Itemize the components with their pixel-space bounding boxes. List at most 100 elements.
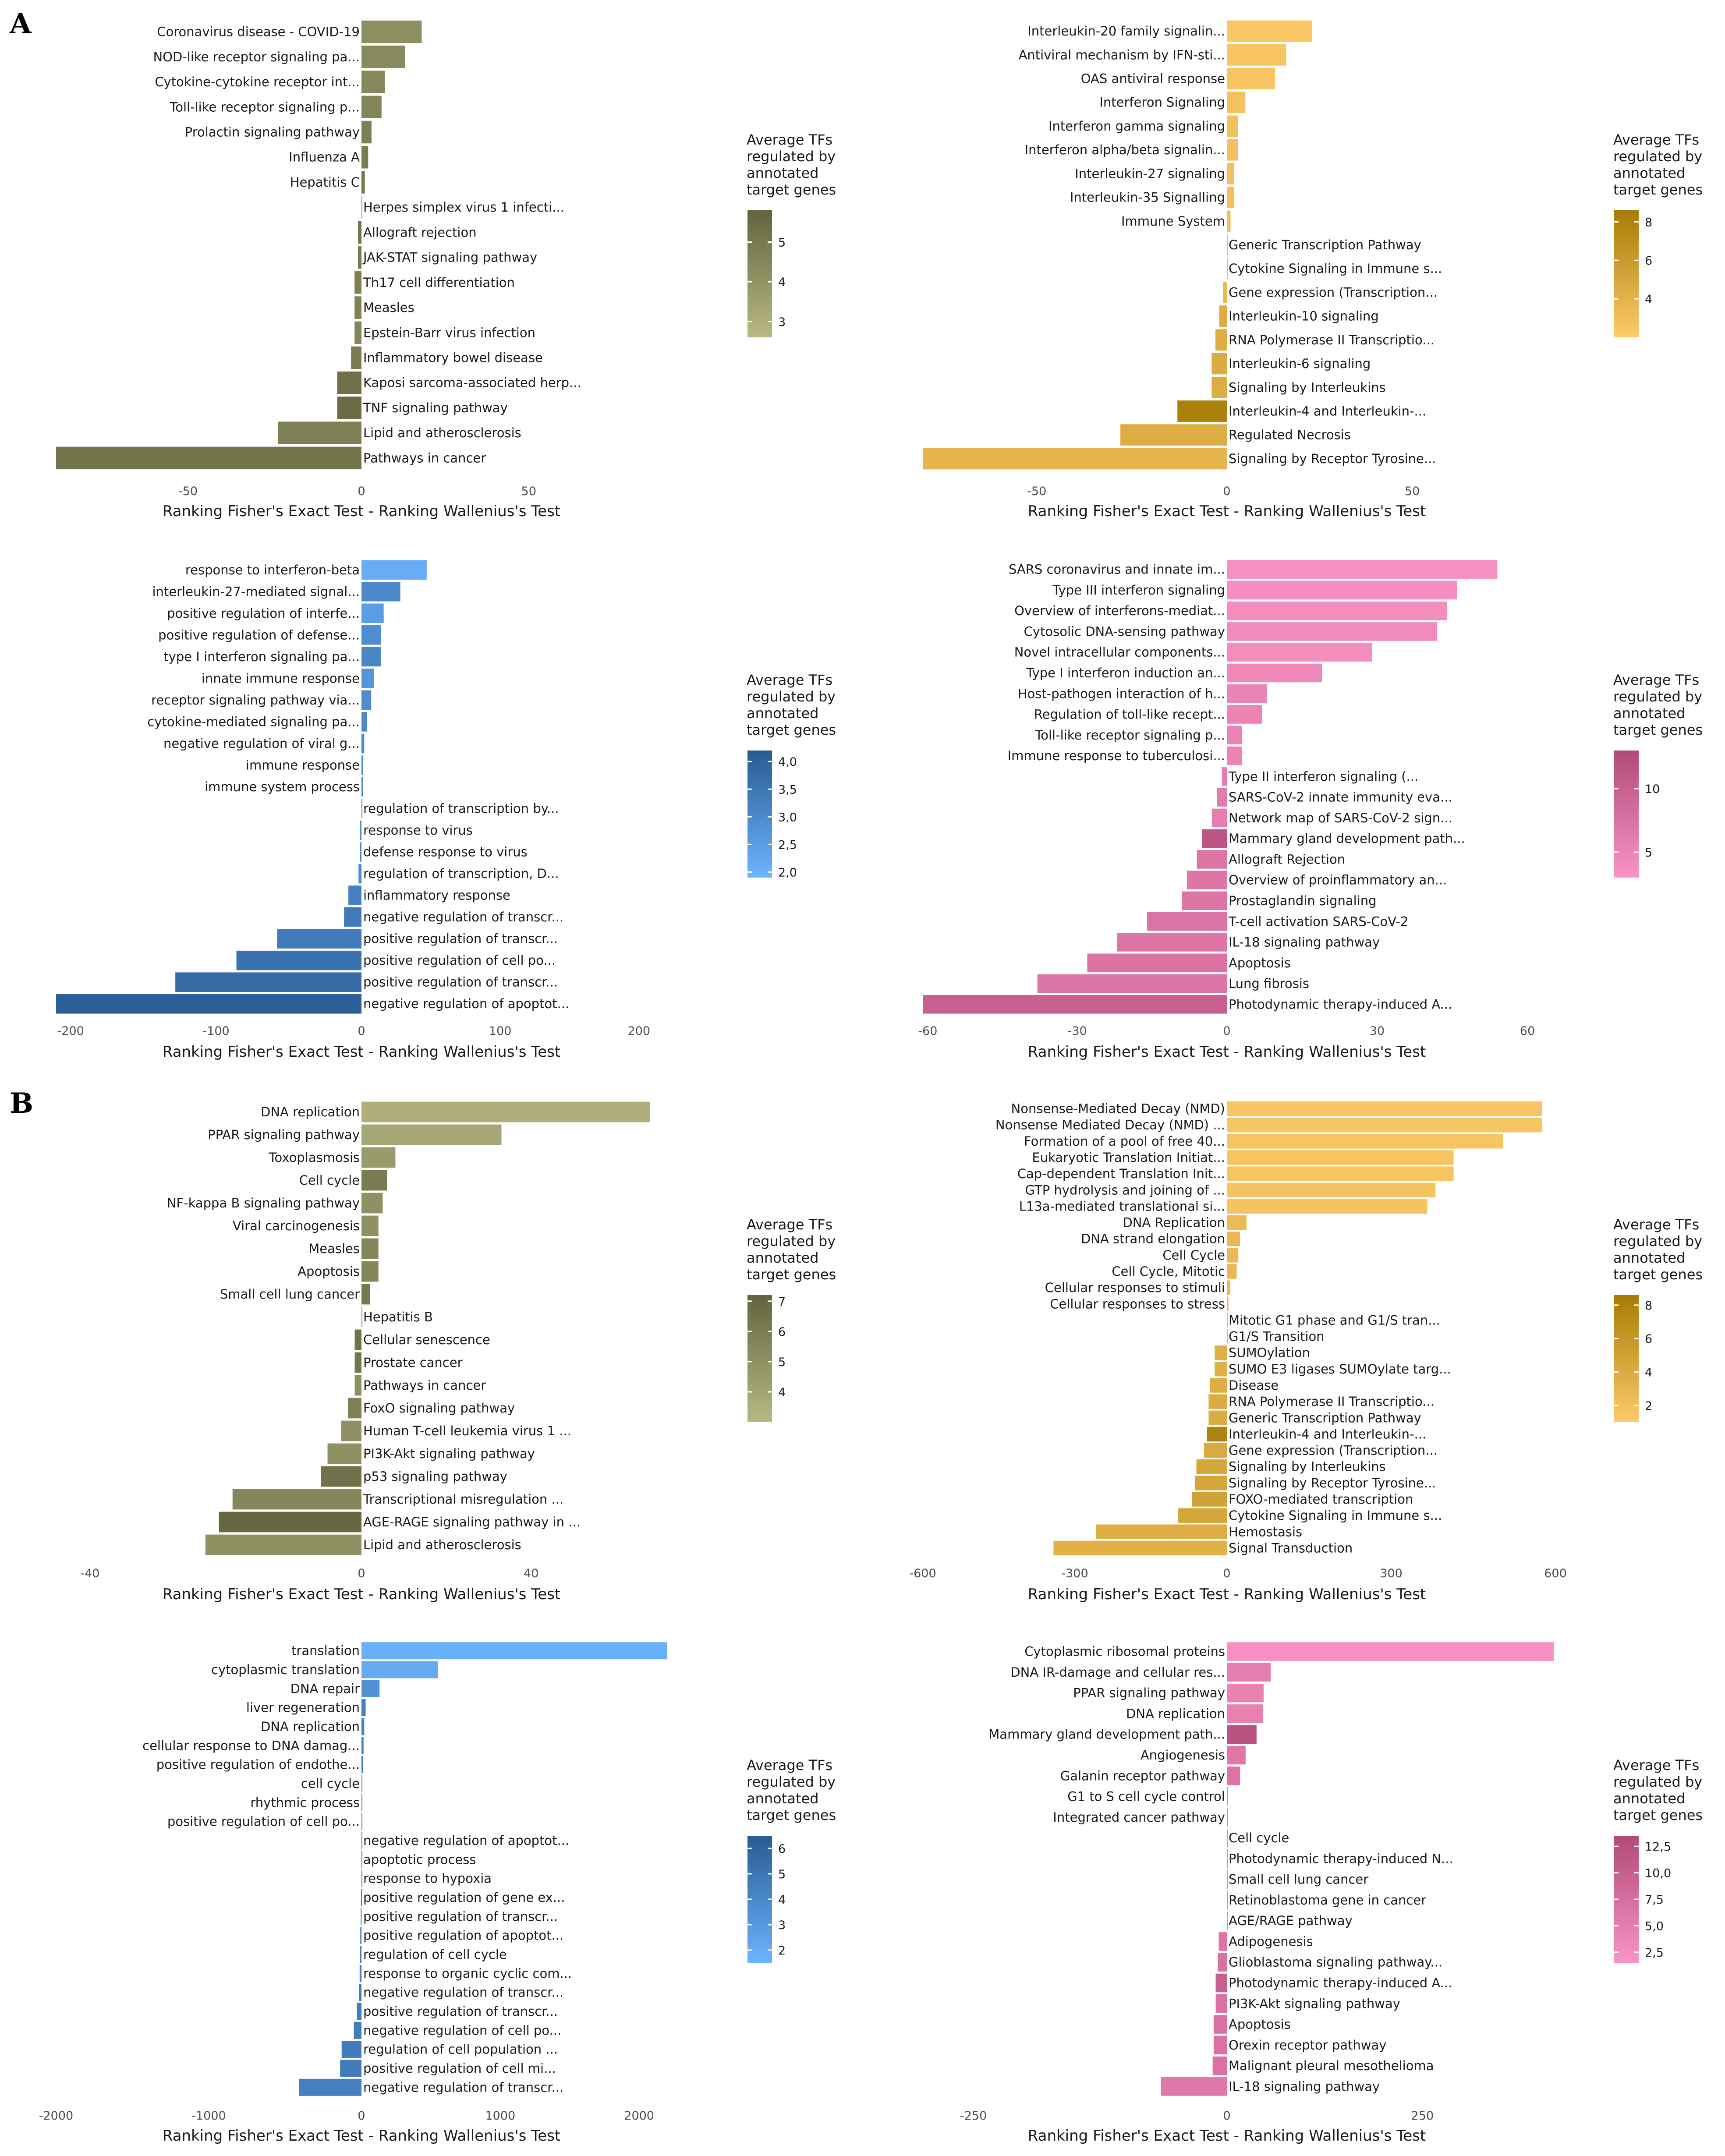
category-label: Kaposi sarcoma-associated herp...	[363, 375, 581, 390]
x-axis-title: Ranking Fisher's Exact Test - Ranking Wa…	[163, 503, 561, 520]
chart-b3: translation cytoplasmic translation DNA re…	[39, 1642, 836, 2145]
legend-tick-label: 2	[1645, 1399, 1652, 1413]
category-label: negative regulation of apoptot...	[363, 1833, 569, 1848]
bar	[1227, 1280, 1230, 1295]
bar	[1227, 1118, 1542, 1133]
legend-colorbar	[747, 751, 772, 878]
category-label: NF-kappa B signaling pathway	[167, 1196, 360, 1211]
category-label: Immune response to tuberculosi...	[1008, 748, 1225, 763]
bar	[357, 2003, 361, 2020]
category-label: DNA strand elongation	[1081, 1232, 1225, 1246]
category-label: L13a-mediated translational si...	[1019, 1199, 1225, 1214]
bar	[232, 1489, 361, 1510]
legend-title-line: target genes	[1613, 1266, 1703, 1283]
legend-title-line: Average TFs	[747, 1216, 832, 1233]
legend-tick-label: 7,5	[1645, 1893, 1664, 1907]
x-axis-title: Ranking Fisher's Exact Test - Ranking Wa…	[1028, 1586, 1426, 1603]
bar	[361, 799, 362, 818]
legend-tick-label: 8	[1645, 216, 1652, 229]
legend-tick-label: 6	[1645, 254, 1652, 268]
category-label: DNA IR-damage and cellular res...	[1010, 1665, 1225, 1680]
bar	[1053, 1540, 1227, 1556]
x-tick-label: 2000	[624, 2109, 654, 2123]
bar	[1227, 746, 1242, 765]
category-label: Nonsense Mediated Decay (NMD) ...	[995, 1118, 1225, 1133]
bar	[340, 2060, 361, 2077]
category-label: Coronavirus disease - COVID-19	[157, 25, 360, 39]
bar	[1227, 1150, 1454, 1165]
category-label: AGE/RAGE pathway	[1229, 1913, 1353, 1928]
legend-tick-label: 3,5	[778, 783, 797, 797]
x-axis-title: Ranking Fisher's Exact Test - Ranking Wa…	[163, 2127, 561, 2145]
category-label: positive regulation of transcr...	[363, 975, 558, 990]
category-label: Photodynamic therapy-induced N...	[1229, 1851, 1453, 1866]
bar	[1215, 1362, 1227, 1377]
x-tick-label: 600	[1544, 1567, 1567, 1580]
category-label: Viral carcinogenesis	[233, 1218, 360, 1233]
legend-title-line: Average TFs	[1613, 131, 1699, 148]
legend-tick-label: 7	[778, 1295, 786, 1309]
category-label: response to virus	[363, 823, 473, 838]
category-label: Allograft Rejection	[1229, 852, 1345, 867]
bar	[361, 560, 427, 580]
bar	[219, 1512, 361, 1533]
bar	[354, 1329, 361, 1350]
bar	[358, 221, 361, 244]
bar	[351, 346, 361, 369]
bar	[1218, 1953, 1227, 1972]
x-tick-label: 0	[358, 2109, 365, 2123]
bar	[1227, 1787, 1228, 1806]
category-label: Pathways in cancer	[363, 1378, 486, 1393]
legend-title-line: target genes	[1613, 722, 1703, 738]
bar	[1120, 424, 1227, 446]
category-label: Cell Cycle	[1162, 1248, 1225, 1263]
bar	[1227, 44, 1286, 66]
bar	[277, 929, 361, 949]
legend-tick-label: 3	[778, 315, 786, 329]
bar	[1219, 305, 1227, 327]
bar	[361, 1813, 362, 1830]
x-tick-label: -100	[202, 1024, 229, 1038]
legend-title-line: target genes	[1613, 181, 1703, 198]
bar	[923, 995, 1227, 1014]
bar	[1227, 1767, 1240, 1785]
category-label: PI3K-Akt signaling pathway	[1229, 1996, 1400, 2011]
bar	[1227, 560, 1498, 579]
category-label: Herpes simplex virus 1 infecti...	[363, 200, 564, 215]
bar	[1227, 581, 1457, 600]
category-label: innate immune response	[202, 671, 360, 686]
bar	[1096, 1524, 1227, 1539]
legend-title-line: regulated by	[747, 688, 836, 705]
category-label: Regulated Necrosis	[1229, 428, 1351, 443]
x-tick-label: 50	[1405, 485, 1420, 498]
legend-colorbar	[1614, 751, 1639, 878]
bar	[361, 20, 422, 43]
x-tick-label: -250	[960, 2109, 987, 2123]
bar	[1227, 1264, 1237, 1279]
category-label: Formation of a pool of free 40...	[1024, 1134, 1225, 1149]
category-label: response to interferon-beta	[185, 563, 360, 577]
bar	[299, 2078, 361, 2096]
bar	[359, 1984, 361, 2001]
x-tick-label: 0	[358, 1024, 365, 1038]
category-label: Mammary gland development path...	[1229, 831, 1465, 846]
panel-letter-a: A	[9, 7, 32, 40]
legend-tick-label: 4	[1645, 293, 1652, 306]
category-label: Antiviral mechanism by IFN-sti...	[1019, 47, 1225, 62]
x-tick-label: -60	[918, 1024, 937, 1038]
bar	[337, 397, 361, 419]
category-label: Gene expression (Transcription...	[1229, 285, 1438, 300]
category-label: positive regulation of cell po...	[167, 1814, 360, 1829]
bar	[354, 1375, 361, 1396]
legend-tick-label: 4	[1645, 1366, 1652, 1380]
legend-title-line: target genes	[747, 1807, 836, 1823]
category-label: Influenza A	[289, 150, 360, 165]
bar	[337, 371, 361, 394]
category-label: Th17 cell differentiation	[363, 275, 515, 290]
legend-title-line: annotated	[1613, 165, 1685, 181]
bar	[1227, 1704, 1263, 1723]
category-label: Generic Transcription Pathway	[1229, 1410, 1421, 1425]
